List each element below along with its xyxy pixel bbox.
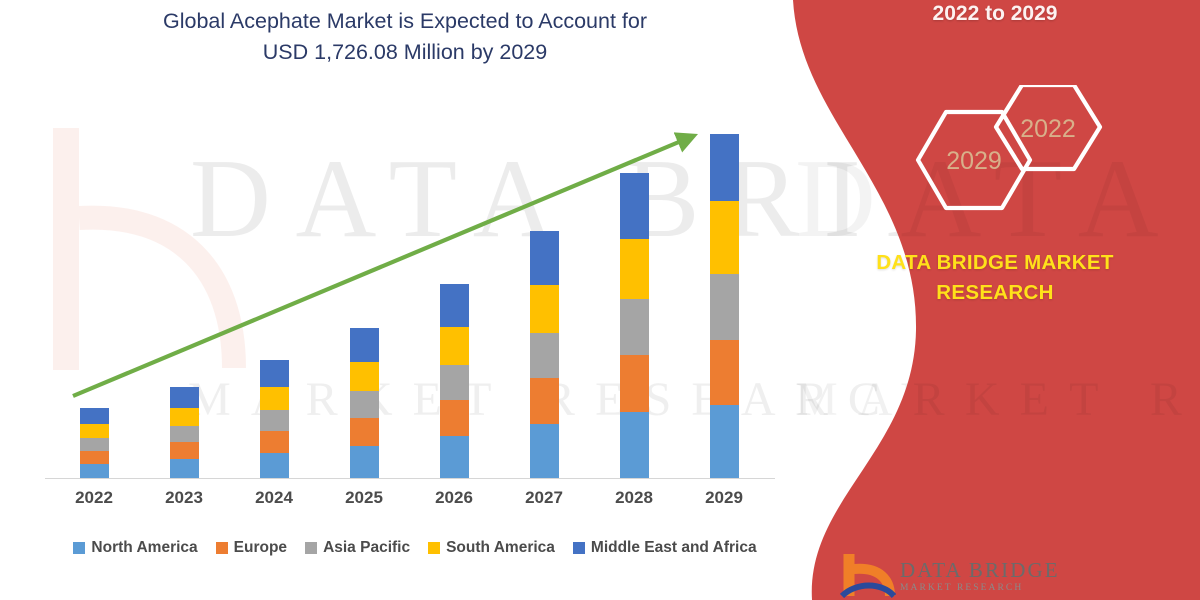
page-title-line-1: Global Acephate Market is Expected to Ac… bbox=[162, 9, 648, 33]
footer-logo-sub: MARKET RESEARCH bbox=[900, 583, 1024, 593]
legend-swatch-icon bbox=[428, 542, 441, 554]
footer-logo-text: DATA BRIDGE bbox=[900, 558, 1060, 582]
bridge-logo-icon bbox=[840, 554, 896, 598]
bar-segment bbox=[619, 239, 649, 299]
bar-segment bbox=[529, 231, 559, 285]
growth-trend-arrow bbox=[72, 132, 699, 398]
legend-label: North America bbox=[91, 539, 198, 556]
bar-segment bbox=[439, 400, 469, 436]
x-tick-2025: 2025 bbox=[345, 488, 383, 507]
bar-2027 bbox=[529, 231, 559, 478]
x-tick-2026: 2026 bbox=[435, 488, 473, 507]
bar-segment bbox=[619, 173, 649, 239]
legend-item[interactable]: Asia Pacific bbox=[305, 539, 410, 557]
x-tick-2022: 2022 bbox=[75, 488, 113, 507]
bar-2022 bbox=[79, 408, 109, 478]
bar-segment bbox=[169, 408, 199, 426]
bar-segment bbox=[529, 378, 559, 424]
bar-segment bbox=[529, 424, 559, 478]
legend-swatch-icon bbox=[305, 542, 318, 554]
legend-swatch-icon bbox=[215, 542, 228, 554]
x-tick-2028: 2028 bbox=[615, 488, 653, 507]
bar-segment bbox=[79, 438, 109, 451]
legend-label: South America bbox=[446, 539, 555, 556]
legend-swatch-icon bbox=[73, 542, 86, 554]
bar-segment bbox=[709, 201, 739, 274]
legend-label: Europe bbox=[233, 539, 288, 556]
x-tick-2024: 2024 bbox=[255, 488, 293, 507]
legend-label: Asia Pacific bbox=[323, 539, 411, 556]
legend-item[interactable]: Europe bbox=[215, 539, 288, 557]
bar-segment bbox=[349, 391, 379, 418]
bar-segment bbox=[529, 285, 559, 333]
x-tick-2029: 2029 bbox=[705, 488, 743, 507]
bar-segment bbox=[79, 451, 109, 464]
bar-segment bbox=[529, 333, 559, 378]
bar-segment bbox=[259, 431, 289, 453]
bar-segment bbox=[619, 412, 649, 478]
bar-segment bbox=[709, 134, 739, 201]
panel-content: 2022 to 2029 2029 2022 DATA BRIDGE MARKE… bbox=[790, 0, 1200, 600]
page-title-line-2: USD 1,726.08 Million by 2029 bbox=[262, 40, 548, 64]
legend-label: Middle East and Africa bbox=[590, 539, 757, 556]
svg-text:2029: 2029 bbox=[946, 147, 1002, 175]
bar-segment bbox=[709, 274, 739, 340]
bar-segment bbox=[349, 362, 379, 391]
bar-segment bbox=[259, 453, 289, 478]
bar-segment bbox=[259, 410, 289, 431]
bar-segment bbox=[259, 360, 289, 387]
bar-segment bbox=[79, 424, 109, 438]
legend-item[interactable]: Middle East and Africa bbox=[572, 539, 757, 557]
hexagon-badges: 2029 2022 bbox=[915, 85, 1103, 211]
bar-2028 bbox=[619, 173, 649, 478]
bar-segment bbox=[439, 327, 469, 365]
panel-brand-line-1: DATA BRIDGE MARKET bbox=[876, 251, 1114, 274]
bar-segment bbox=[439, 365, 469, 400]
chart-legend: North America Europe Asia Pacific South Ame… bbox=[45, 539, 785, 557]
hexagon-2022 bbox=[993, 85, 1103, 172]
bar-2024 bbox=[259, 360, 289, 478]
bar-chart: 2022 2023 2024 2025 2026 2027 2028 2029 bbox=[45, 132, 775, 507]
bar-segment bbox=[709, 405, 739, 478]
bar-segment bbox=[79, 464, 109, 478]
svg-text:2022: 2022 bbox=[1020, 115, 1076, 143]
panel-brand-line-2: RESEARCH bbox=[936, 281, 1054, 304]
bar-segment bbox=[349, 328, 379, 362]
bar-segment bbox=[439, 284, 469, 327]
bar-segment bbox=[169, 426, 199, 442]
bar-2025 bbox=[349, 328, 379, 478]
x-tick-2023: 2023 bbox=[165, 488, 203, 507]
hexagon-2029 bbox=[915, 109, 1033, 211]
x-axis-line bbox=[45, 478, 775, 480]
bar-segment bbox=[169, 442, 199, 459]
bar-2023 bbox=[169, 387, 199, 478]
bar-segment bbox=[709, 340, 739, 405]
x-tick-2027: 2027 bbox=[525, 488, 563, 507]
bar-segment bbox=[79, 408, 109, 424]
legend-item[interactable]: South America bbox=[428, 539, 555, 557]
bar-segment bbox=[619, 299, 649, 355]
bar-segment bbox=[349, 446, 379, 478]
legend-item[interactable]: North America bbox=[73, 539, 198, 557]
bar-2026 bbox=[439, 284, 469, 478]
bar-segment bbox=[349, 418, 379, 446]
bar-segment bbox=[169, 387, 199, 408]
page-title: Global Acephate Market is Expected to Ac… bbox=[60, 6, 750, 68]
bar-segment bbox=[619, 355, 649, 412]
legend-swatch-icon bbox=[572, 542, 585, 554]
bar-segment bbox=[259, 387, 289, 410]
bar-2029 bbox=[709, 134, 739, 478]
bar-segment bbox=[439, 436, 469, 478]
footer-logo: DATA BRIDGE MARKET RESEARCH bbox=[840, 552, 1100, 600]
bar-segment bbox=[169, 459, 199, 478]
panel-year-range: 2022 to 2029 bbox=[932, 2, 1058, 25]
panel-brand-name: DATA BRIDGE MARKET RESEARCH bbox=[810, 248, 1180, 308]
